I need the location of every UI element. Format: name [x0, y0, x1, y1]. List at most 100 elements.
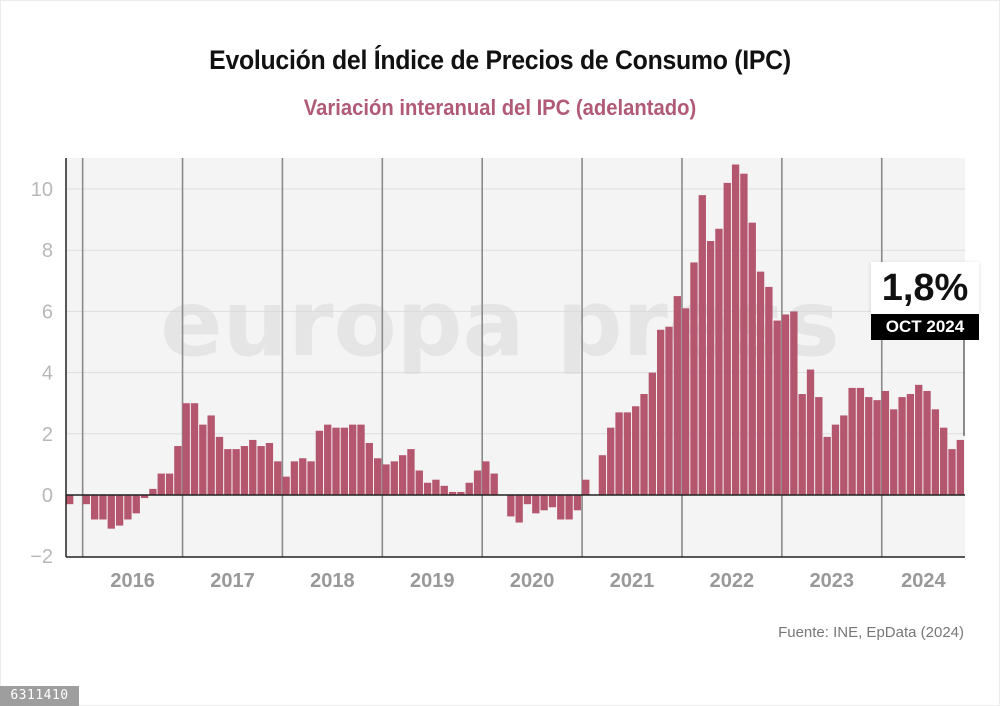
- bar: [324, 424, 332, 495]
- bar: [215, 436, 224, 495]
- bar: [240, 446, 249, 495]
- x-tick-label: 2016: [110, 570, 155, 592]
- bar: [598, 455, 607, 495]
- bar: [565, 495, 573, 520]
- bar: [290, 461, 299, 495]
- bar: [332, 427, 340, 495]
- y-tick-label: 0: [42, 485, 53, 507]
- bar: [82, 495, 90, 505]
- bar: [706, 241, 715, 495]
- bar: [482, 461, 490, 495]
- x-tick-label: 2021: [610, 570, 655, 592]
- latest-value-callout: 1,8% OCT 2024: [871, 262, 979, 340]
- x-tick-label: 2017: [210, 570, 255, 592]
- bar: [365, 442, 373, 495]
- bar: [90, 495, 99, 520]
- bar: [681, 308, 690, 495]
- bar: [823, 436, 831, 495]
- bar: [715, 228, 723, 495]
- bar: [765, 286, 773, 495]
- bar: [315, 430, 324, 495]
- bar: [956, 439, 964, 495]
- bar: [274, 461, 282, 495]
- bar: [107, 495, 115, 529]
- bar: [66, 495, 74, 505]
- bar: [865, 397, 873, 495]
- bar: [432, 479, 440, 495]
- bar: [232, 449, 240, 495]
- bar: [532, 495, 540, 514]
- bar: [249, 439, 257, 495]
- x-tick-label: 2024: [901, 570, 946, 592]
- bar: [115, 495, 124, 526]
- y-axis-ticks: −2 0 2 4 6 8 10: [30, 179, 53, 568]
- bar: [457, 491, 465, 495]
- bar: [473, 470, 482, 495]
- bar: [149, 488, 157, 495]
- bar: [523, 495, 532, 505]
- bar: [174, 446, 182, 495]
- bar: [299, 458, 307, 495]
- bar: [573, 495, 582, 511]
- bar: [931, 409, 940, 495]
- bar: [632, 406, 640, 495]
- y-tick-label: 6: [42, 301, 53, 323]
- bar: [723, 182, 731, 495]
- bar: [132, 495, 140, 514]
- bar: [540, 495, 548, 511]
- bar: [856, 387, 865, 495]
- bar: [165, 473, 174, 495]
- bar: [657, 329, 665, 495]
- bar: [140, 495, 149, 499]
- bar: [373, 458, 382, 495]
- bar: [190, 403, 199, 495]
- bar: [257, 446, 265, 495]
- bar: [873, 400, 881, 495]
- bar: [773, 320, 781, 495]
- bar: [265, 442, 274, 495]
- bar: [923, 390, 931, 495]
- bar: [740, 173, 748, 495]
- callout-date: OCT 2024: [871, 314, 979, 340]
- x-tick-label: 2023: [810, 570, 855, 592]
- bar: [282, 476, 290, 495]
- bar: [623, 412, 632, 495]
- bar: [898, 397, 906, 495]
- bar: [890, 409, 898, 495]
- x-axis-ticks: 2016 2017 2018 2019 2020 2021 2022 2023 2024: [110, 570, 946, 592]
- y-tick-label: 4: [42, 363, 53, 385]
- bar: [615, 412, 623, 495]
- bar: [781, 314, 790, 495]
- bar: [848, 387, 856, 495]
- bar: [448, 491, 457, 495]
- bar: [515, 495, 523, 523]
- bar: [906, 394, 915, 495]
- bar: [423, 482, 432, 495]
- bar: [915, 384, 923, 495]
- bar: [415, 470, 423, 495]
- bar: [390, 461, 398, 495]
- chart-subtitle: Variación interanual del IPC (adelantado…: [303, 95, 697, 120]
- y-tick-label: 8: [42, 240, 53, 262]
- y-tick-label: −2: [30, 546, 53, 568]
- bar: [948, 449, 956, 495]
- y-tick-label: 10: [31, 179, 53, 201]
- bar: [490, 473, 498, 495]
- x-tick-label: 2019: [410, 570, 455, 592]
- y-tick-label: 2: [42, 424, 53, 446]
- bar: [798, 394, 806, 495]
- bar: [557, 495, 565, 520]
- bar: [99, 495, 107, 520]
- bar: [548, 495, 557, 508]
- image-id-tag: 6311410: [0, 686, 79, 706]
- bar: [182, 403, 190, 495]
- bar: [224, 449, 232, 495]
- source-note: Fuente: INE, EpData (2024): [778, 624, 964, 641]
- chart-title: Evolución del Índice de Precios de Consu…: [209, 45, 791, 75]
- bar: [465, 482, 473, 495]
- bar: [790, 311, 798, 495]
- callout-value: 1,8%: [871, 262, 979, 314]
- bar: [690, 262, 698, 495]
- bar: [607, 427, 615, 495]
